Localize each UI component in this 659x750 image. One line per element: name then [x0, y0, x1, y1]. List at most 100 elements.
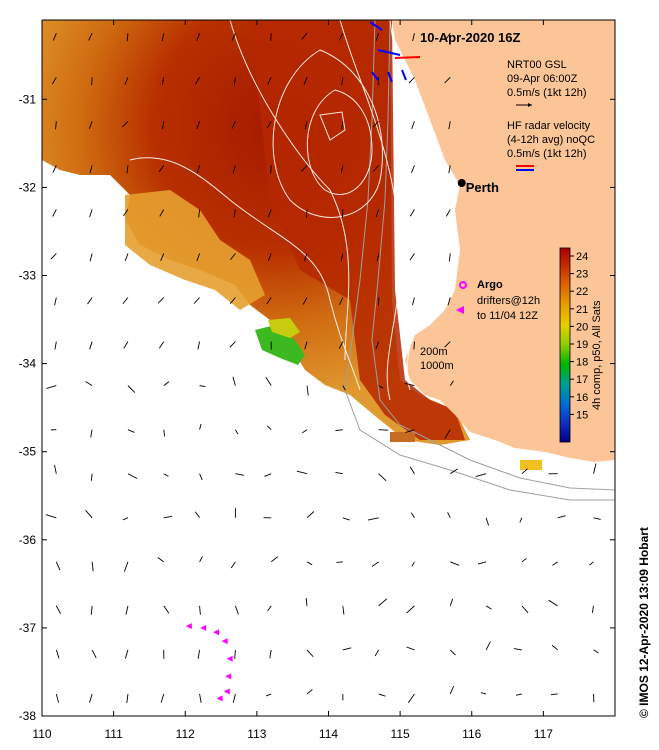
velocity-arrow [90, 605, 93, 615]
velocity-arrow [591, 605, 594, 613]
velocity-arrow [90, 473, 93, 481]
velocity-arrow [230, 253, 236, 261]
velocity-arrow [444, 429, 451, 439]
velocity-arrow [162, 121, 165, 130]
velocity-arrow [266, 425, 272, 430]
velocity-arrow [52, 209, 57, 217]
drifter-legend-icon [456, 306, 464, 314]
velocity-arrow [123, 209, 129, 217]
x-tick-label: 113 [247, 727, 266, 741]
sst-edge-orange [125, 190, 265, 310]
velocity-arrow [124, 253, 129, 262]
depth-label-200m: 200m [420, 346, 448, 358]
velocity-arrow [196, 165, 201, 174]
sst-warm-zone [250, 20, 465, 440]
velocity-arrow [550, 693, 558, 696]
velocity-arrow [411, 165, 415, 173]
bathy-200m [371, 20, 615, 491]
y-tick-label: -38 [19, 709, 37, 723]
colorbar-tick-label: 24 [576, 251, 588, 263]
velocity-arrow [265, 376, 272, 386]
velocity-arrow [371, 561, 379, 567]
colorbar-tick-label: 23 [576, 269, 588, 281]
velocity-arrow [158, 165, 165, 173]
y-tick-label: -35 [19, 445, 37, 459]
drifter-point [223, 688, 230, 695]
velocity-arrow [306, 511, 315, 519]
velocity-arrow [229, 341, 236, 348]
velocity-arrow [412, 33, 415, 42]
colorbar-tick-label: 19 [576, 339, 588, 351]
velocity-arrow [159, 209, 165, 217]
velocity-arrow [124, 649, 129, 659]
velocity-arrow [163, 381, 170, 386]
velocity-arrow [55, 605, 62, 614]
velocity-arrow [126, 33, 129, 42]
velocity-arrow [340, 253, 344, 262]
y-tick-label: -37 [19, 621, 37, 635]
velocity-arrow [450, 468, 459, 475]
drifter-point [225, 673, 232, 680]
velocity-arrow [269, 649, 272, 659]
velocity-arrow [267, 209, 272, 218]
velocity-arrow [302, 429, 308, 434]
velocity-arrow [445, 32, 451, 40]
velocity-arrow [46, 385, 57, 389]
velocity-arrow [409, 253, 415, 261]
velocity-arrow [89, 165, 93, 174]
velocity-arrow [195, 77, 200, 85]
velocity-arrow [126, 693, 129, 703]
colorbar-tick-label: 15 [576, 409, 588, 421]
colorbar [559, 247, 571, 443]
velocity-arrow [230, 561, 236, 569]
velocity-arrow [267, 77, 272, 85]
perth-marker [457, 178, 466, 187]
x-tick-label: 117 [534, 727, 553, 741]
velocity-arrow [336, 561, 343, 563]
velocity-arrow [234, 605, 239, 615]
velocity-arrow [378, 598, 388, 607]
velocity-arrow [55, 649, 60, 659]
velocity-arrow [50, 253, 57, 260]
velocity-arrow [232, 376, 236, 386]
velocity-arrow [302, 297, 308, 305]
velocity-arrow [123, 561, 129, 572]
velocity-arrow [229, 297, 236, 304]
map-plot-area [42, 20, 615, 716]
velocity-arrow [342, 517, 350, 521]
velocity-arrow [410, 512, 415, 519]
velocity-arrow [373, 165, 379, 172]
velocity-arrow [306, 385, 309, 396]
velocity-arrow [374, 649, 380, 657]
colorbar-tick-label: 18 [576, 357, 588, 369]
sst-patch-south2 [390, 432, 415, 442]
gsl-velocity-arrows [45, 32, 601, 704]
velocity-arrow [163, 515, 173, 519]
velocity-arrow [196, 33, 200, 41]
velocity-arrow [341, 77, 344, 86]
map-title: 10-Apr-2020 16Z [420, 30, 520, 45]
velocity-arrow [232, 165, 236, 174]
colorbar-ticks: 24 23 22 21 20 19 18 17 16 15 [570, 251, 588, 421]
velocity-arrow [447, 512, 451, 518]
colorbar-tick-label: 20 [576, 321, 588, 333]
y-tick-label: -36 [19, 533, 37, 547]
colorbar-tick-label: 21 [576, 304, 588, 316]
velocity-arrow [304, 121, 308, 130]
drifter-point [216, 695, 223, 702]
velocity-arrow [54, 464, 57, 474]
velocity-arrow [160, 253, 165, 262]
perth-label: Perth [466, 180, 499, 195]
velocity-arrow [193, 297, 200, 304]
velocity-arrow [296, 470, 308, 475]
bathy-1000m [344, 20, 615, 501]
velocity-arrow [267, 605, 272, 612]
velocity-arrow [341, 121, 344, 130]
velocity-arrow [89, 693, 93, 703]
velocity-arrow [548, 599, 558, 607]
velocity-arrow [301, 165, 308, 172]
argo-legend-icon [459, 281, 467, 289]
velocity-arrow [127, 429, 135, 433]
velocity-arrow [89, 253, 93, 262]
velocity-arrow [88, 121, 93, 129]
